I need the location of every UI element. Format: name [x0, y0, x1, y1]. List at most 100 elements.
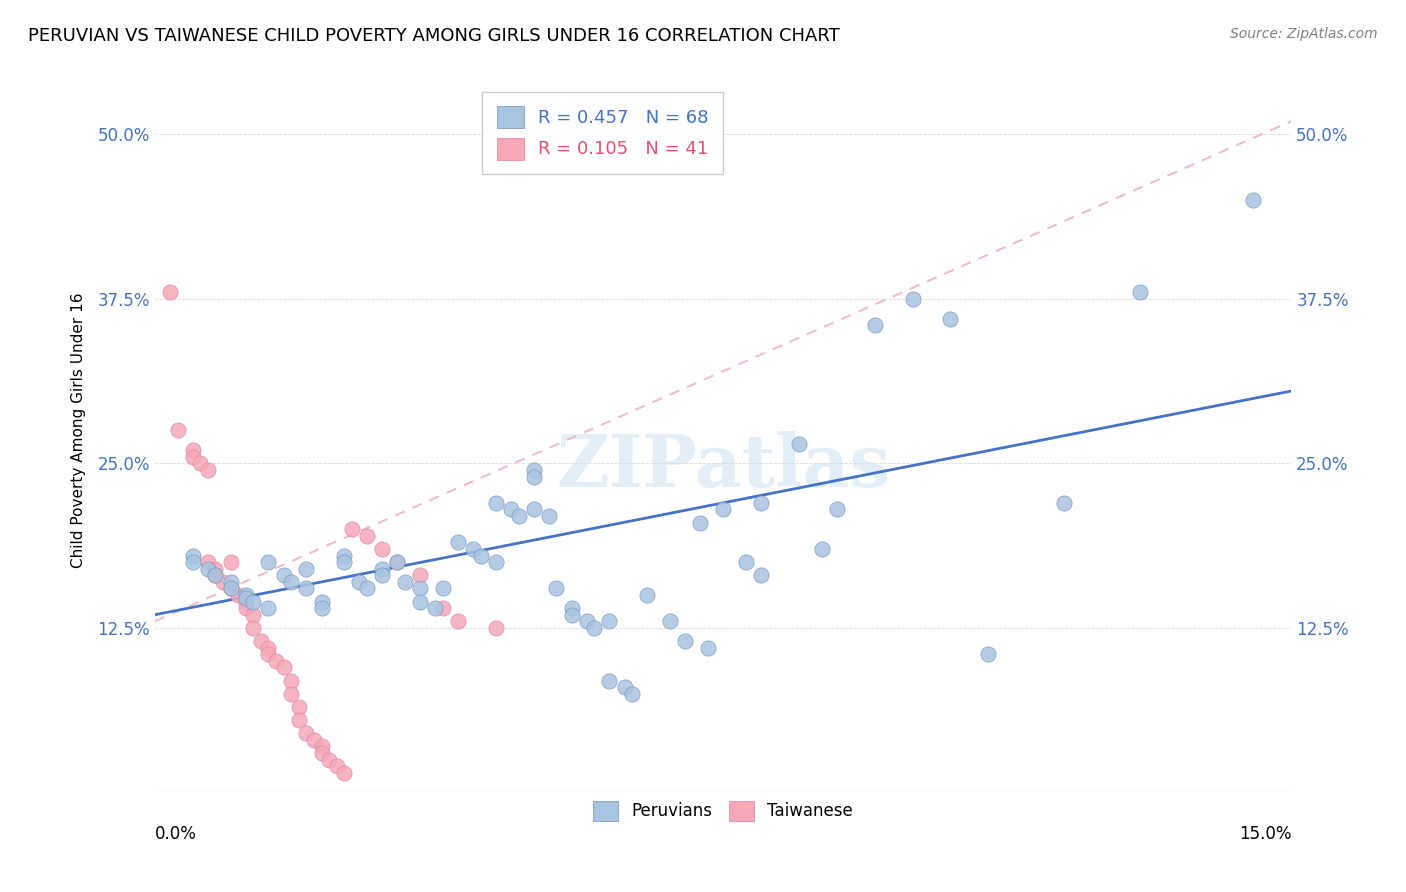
Point — [583, 621, 606, 635]
Point — [226, 588, 249, 602]
Point — [181, 450, 204, 464]
Point — [242, 621, 264, 635]
Point — [340, 522, 363, 536]
Text: 0.0%: 0.0% — [155, 825, 197, 843]
Point — [159, 285, 181, 300]
Point — [311, 746, 333, 760]
Point — [356, 582, 378, 596]
Point — [371, 541, 394, 556]
Point — [939, 311, 962, 326]
Point — [280, 574, 302, 589]
Point — [711, 502, 734, 516]
Point — [264, 654, 287, 668]
Y-axis label: Child Poverty Among Girls Under 16: Child Poverty Among Girls Under 16 — [72, 293, 86, 568]
Point — [409, 582, 432, 596]
Point — [219, 582, 242, 596]
Point — [188, 456, 211, 470]
Point — [212, 574, 235, 589]
Point — [1129, 285, 1152, 300]
Point — [1243, 193, 1265, 207]
Point — [371, 562, 394, 576]
Point — [235, 594, 257, 608]
Point — [387, 555, 409, 569]
Point — [561, 601, 583, 615]
Point — [325, 759, 347, 773]
Point — [242, 607, 264, 622]
Point — [485, 496, 508, 510]
Point — [257, 601, 280, 615]
Point — [1053, 496, 1076, 510]
Point — [371, 568, 394, 582]
Point — [204, 562, 226, 576]
Point — [273, 568, 295, 582]
Point — [250, 634, 273, 648]
Point — [280, 687, 302, 701]
Point — [697, 640, 720, 655]
Point — [485, 621, 508, 635]
Point — [288, 713, 311, 727]
Point — [295, 726, 318, 740]
Point — [485, 555, 508, 569]
Point — [257, 640, 280, 655]
Point — [409, 594, 432, 608]
Point — [219, 582, 242, 596]
Legend: Peruvians, Taiwanese: Peruvians, Taiwanese — [586, 794, 860, 828]
Point — [636, 588, 658, 602]
Point — [523, 463, 546, 477]
Point — [311, 739, 333, 754]
Point — [613, 680, 636, 694]
Point — [787, 436, 810, 450]
Point — [659, 615, 682, 629]
Point — [825, 502, 848, 516]
Point — [273, 660, 295, 674]
Point — [288, 699, 311, 714]
Point — [280, 673, 302, 688]
Point — [508, 508, 530, 523]
Point — [598, 615, 620, 629]
Point — [432, 582, 454, 596]
Point — [537, 508, 560, 523]
Point — [235, 591, 257, 605]
Point — [470, 549, 492, 563]
Point — [561, 607, 583, 622]
Point — [197, 463, 219, 477]
Point — [447, 615, 470, 629]
Point — [349, 574, 371, 589]
Point — [204, 568, 226, 582]
Point — [219, 574, 242, 589]
Point — [621, 687, 644, 701]
Point — [333, 549, 356, 563]
Point — [181, 555, 204, 569]
Point — [166, 424, 188, 438]
Point — [181, 549, 204, 563]
Point — [311, 594, 333, 608]
Point — [977, 647, 1000, 661]
Text: ZIPatlas: ZIPatlas — [555, 431, 890, 502]
Point — [734, 555, 756, 569]
Point — [394, 574, 416, 589]
Point — [235, 588, 257, 602]
Point — [295, 562, 318, 576]
Point — [235, 601, 257, 615]
Point — [749, 496, 772, 510]
Point — [575, 615, 598, 629]
Point — [499, 502, 522, 516]
Point — [333, 765, 356, 780]
Point — [242, 594, 264, 608]
Point — [409, 568, 432, 582]
Point — [523, 469, 546, 483]
Point — [181, 443, 204, 458]
Point — [432, 601, 454, 615]
Point — [447, 535, 470, 549]
Point — [387, 555, 409, 569]
Point — [197, 555, 219, 569]
Point — [311, 601, 333, 615]
Point — [302, 732, 325, 747]
Point — [356, 529, 378, 543]
Text: PERUVIAN VS TAIWANESE CHILD POVERTY AMONG GIRLS UNDER 16 CORRELATION CHART: PERUVIAN VS TAIWANESE CHILD POVERTY AMON… — [28, 27, 839, 45]
Point — [863, 318, 886, 333]
Point — [219, 555, 242, 569]
Point — [295, 582, 318, 596]
Point — [425, 601, 447, 615]
Point — [523, 502, 546, 516]
